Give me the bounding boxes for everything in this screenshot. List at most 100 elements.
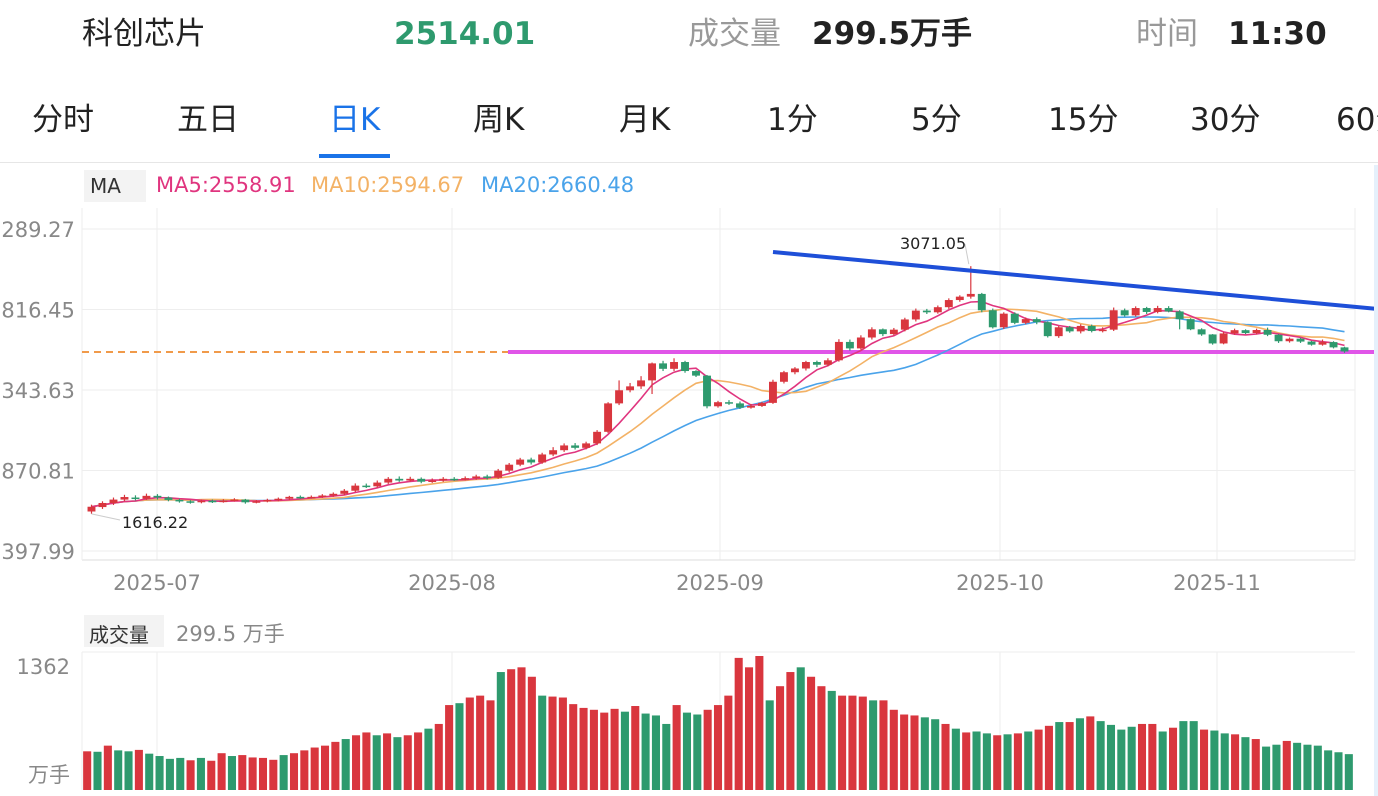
volume-bar	[1003, 734, 1012, 790]
candle-body	[659, 363, 668, 369]
volume-bar	[1148, 723, 1157, 790]
volume-bar	[662, 723, 671, 790]
candle-body	[384, 478, 393, 483]
volume-bar	[807, 676, 816, 790]
candle-body	[1142, 308, 1151, 312]
candle-body	[1098, 329, 1107, 332]
candle-body	[252, 501, 261, 503]
candle-body	[1274, 334, 1283, 342]
volume-bar	[248, 757, 257, 790]
volume-bar	[300, 750, 309, 790]
candle-body	[285, 496, 294, 499]
volume-bar	[1189, 721, 1198, 790]
candle-body	[417, 478, 426, 482]
volume-bar	[186, 760, 195, 790]
tab-weekly-k[interactable]: 周K	[473, 102, 525, 138]
candle-body	[1043, 322, 1052, 337]
x-tick-label: 2025-11	[1173, 571, 1261, 595]
tab-15min[interactable]: 15分	[1048, 102, 1119, 138]
candle-body	[1131, 308, 1140, 316]
tab-5min[interactable]: 5分	[911, 102, 962, 138]
volume-bar	[424, 728, 433, 790]
tab-five-day[interactable]: 五日	[177, 102, 239, 138]
candle-body	[747, 405, 755, 408]
volume-bar	[620, 711, 629, 790]
volume-bar	[320, 745, 330, 790]
tab-daily-k[interactable]: 日K	[329, 102, 381, 138]
volume-bar	[1168, 727, 1178, 790]
volume-bar	[1241, 737, 1250, 790]
candle-body	[790, 368, 799, 373]
volume-bar	[1044, 725, 1053, 790]
volume-bar	[1034, 729, 1043, 790]
ma20-legend: MA20:2660.48	[481, 173, 635, 197]
volume-bar	[1179, 721, 1188, 790]
volume-bar	[651, 715, 660, 790]
right-scroll-edge[interactable]	[1374, 165, 1378, 796]
volume-bar	[145, 753, 154, 790]
candle-body	[406, 478, 415, 481]
volume-bar	[1106, 724, 1116, 790]
volume-bar	[672, 705, 681, 790]
ma5-legend: MA5:2558.91	[156, 173, 296, 197]
candle-body	[582, 443, 591, 448]
volume-bar	[744, 667, 754, 790]
candle-body	[615, 390, 624, 404]
candle-body	[845, 341, 854, 349]
volume-bar	[465, 697, 474, 790]
volume-bar	[1293, 742, 1302, 790]
volume-bar	[786, 672, 795, 790]
candle-body	[450, 478, 459, 481]
candle-body	[461, 478, 470, 480]
volume-label: 成交量	[688, 16, 781, 52]
candle-body	[538, 454, 547, 463]
volume-bar	[713, 705, 723, 790]
volume-bar	[517, 667, 526, 790]
candle-body	[1340, 347, 1349, 352]
tab-intraday[interactable]: 分时	[32, 102, 94, 138]
candle-body	[999, 313, 1008, 328]
ma10-line	[91, 308, 1345, 508]
volume-bar	[196, 757, 205, 790]
candle-body	[120, 497, 129, 500]
volume-bar	[920, 717, 929, 790]
volume-bar	[1055, 722, 1064, 790]
candle-body	[494, 470, 503, 478]
candle-body	[549, 450, 558, 455]
tab-1min[interactable]: 1分	[767, 102, 818, 138]
candle-body	[241, 499, 250, 503]
candle-body	[1230, 330, 1239, 334]
volume-bar	[476, 695, 485, 790]
volume-bar	[372, 735, 381, 790]
volume-indicator-button[interactable]: 成交量	[84, 615, 164, 647]
volume-bar	[1096, 721, 1105, 790]
candle-body	[1307, 341, 1316, 345]
candle-body	[966, 293, 975, 297]
candle-body	[648, 363, 657, 381]
volume-bar	[124, 751, 133, 790]
volume-bar	[755, 656, 764, 790]
candle-body	[1318, 342, 1327, 345]
candle-body	[472, 476, 481, 479]
y-tick-label: 2343.63	[0, 379, 75, 403]
volume-unit-label: 万手	[28, 763, 70, 787]
candle-body	[527, 459, 536, 463]
candle-body	[175, 499, 184, 502]
candle-body	[219, 500, 228, 503]
ma-indicator-button[interactable]: MA	[84, 170, 146, 202]
candle-body	[1285, 338, 1294, 342]
candle-body	[637, 380, 646, 387]
tab-60min[interactable]: 60分	[1336, 102, 1378, 138]
volume-bar	[1137, 723, 1147, 790]
candle-body	[593, 431, 602, 444]
tab-30min[interactable]: 30分	[1190, 102, 1261, 138]
tab-monthly-k[interactable]: 月K	[619, 102, 671, 138]
volume-bar	[982, 733, 991, 790]
volume-bar	[383, 733, 392, 790]
candle-body	[944, 300, 953, 308]
candle-body	[1076, 325, 1085, 332]
volume-bar	[1127, 726, 1136, 790]
time-value: 11:30	[1228, 16, 1327, 52]
volume-bar	[445, 705, 454, 790]
